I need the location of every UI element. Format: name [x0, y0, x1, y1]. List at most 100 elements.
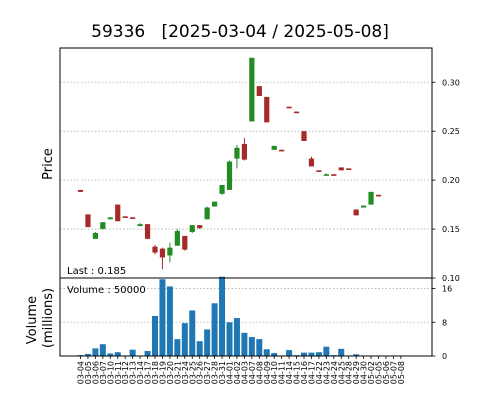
volume-bar [159, 279, 166, 356]
volume-text: Volume : 50000 [67, 285, 146, 296]
volume-axis-ticks: 0 8 16 [432, 285, 452, 361]
date-tick-label: 03-19 [158, 361, 167, 384]
volume-bar [84, 353, 91, 356]
candle-down [241, 143, 247, 160]
volume-bar [144, 350, 151, 356]
volume-tick-label: 8 [442, 318, 447, 327]
date-tick-label: 04-25 [337, 361, 346, 384]
volume-bar [233, 318, 240, 356]
date-tick-label: 03-05 [84, 361, 93, 384]
volume-bar [263, 349, 270, 356]
price-axis-label: Price [41, 148, 56, 180]
date-tick-label: 04-30 [360, 361, 369, 384]
volume-tick-label: 16 [442, 285, 452, 294]
volume-panel-frame [59, 277, 433, 357]
volume-bar [226, 322, 233, 356]
candle-down [130, 217, 136, 219]
date-tick-label: 03-18 [151, 361, 160, 384]
candle-down [85, 214, 91, 228]
volume-bar [338, 348, 345, 356]
date-tick-label: 05-08 [397, 361, 406, 384]
candle-up [219, 185, 225, 194]
volume-bar [129, 349, 136, 356]
price-tick-label: 0.10 [442, 274, 460, 283]
date-tick-label: 04-24 [330, 361, 339, 384]
date-tick-label: 04-15 [293, 361, 302, 384]
candle-down [264, 96, 270, 123]
date-tick-label: 05-05 [375, 361, 384, 384]
date-tick-label: 03-27 [203, 361, 212, 384]
volume-bar [315, 352, 322, 356]
volume-bar [196, 341, 203, 356]
volume-bar [323, 346, 330, 356]
candle-down [144, 224, 151, 239]
date-tick-label: 04-28 [345, 361, 354, 384]
candles [77, 57, 382, 270]
candle-down [308, 158, 315, 167]
candle-down [279, 149, 285, 152]
candle-up [234, 147, 240, 159]
date-tick-label: 04-22 [315, 361, 324, 384]
date-tick-label: 03-17 [144, 361, 153, 384]
candle-up [323, 174, 329, 176]
date-tick-label: 04-01 [226, 361, 235, 384]
volume-bar [211, 303, 218, 356]
candle-up [92, 232, 98, 239]
date-tick-label: 04-16 [300, 361, 309, 384]
date-tick-label: 03-10 [106, 361, 115, 384]
date-tick-label: 04-29 [352, 361, 361, 384]
candle-down [331, 174, 337, 176]
volume-bar [248, 337, 255, 356]
date-tick-label: 03-21 [173, 361, 182, 384]
volume-bar [204, 329, 211, 356]
price-tick-label: 0.15 [442, 225, 460, 234]
volume-grid [60, 288, 432, 323]
candle-down [182, 235, 188, 250]
candle-down [152, 246, 158, 253]
date-tick-label: 04-23 [322, 361, 331, 384]
volume-bar [308, 352, 315, 356]
volume-axis-label-line1: Volume [25, 296, 40, 344]
volume-bar [99, 344, 106, 356]
date-tick-label: 03-24 [181, 361, 190, 384]
volume-bar [241, 332, 248, 356]
volume-bar [166, 286, 173, 356]
date-tick-label: 03-20 [166, 361, 175, 384]
candle-down [77, 189, 84, 192]
candle-up [174, 231, 180, 246]
candle-down [159, 248, 166, 258]
volume-bar [107, 353, 114, 356]
date-tick-label: 04-02 [233, 361, 242, 384]
date-tick-label: 03-14 [136, 361, 145, 384]
date-tick-label: 05-07 [389, 361, 398, 384]
date-tick-label: 03-25 [188, 361, 197, 384]
last-price-text: Last : 0.185 [67, 266, 126, 277]
volume-bar [219, 276, 226, 356]
date-tick-label: 04-07 [248, 361, 257, 384]
candle-up [368, 191, 374, 205]
candle-up [167, 247, 173, 256]
date-tick-label: 03-12 [121, 361, 130, 384]
date-tick-label: 04-10 [270, 361, 279, 384]
date-tick-label: 04-17 [307, 361, 316, 384]
candle-down [293, 111, 300, 114]
volume-bar [92, 348, 99, 356]
candle-down [316, 170, 322, 172]
candle-down [197, 225, 203, 229]
price-axis-ticks: 0.10 0.15 0.20 0.25 0.30 [432, 78, 460, 283]
date-tick-label: 03-11 [114, 361, 123, 384]
volume-bar [301, 352, 307, 356]
price-tick-label: 0.30 [442, 78, 460, 87]
price-tick-label: 0.20 [442, 176, 460, 185]
candle-down [115, 204, 121, 222]
volume-bar [353, 354, 360, 356]
candle-down [286, 106, 292, 109]
candle-up [189, 225, 195, 232]
date-tick-label: 03-06 [91, 361, 100, 384]
date-tick-label: 05-06 [382, 361, 391, 384]
date-tick-label: 04-03 [240, 361, 249, 384]
date-tick-label: 03-04 [77, 361, 86, 384]
candle-up [249, 57, 255, 122]
candle-up [204, 207, 210, 220]
